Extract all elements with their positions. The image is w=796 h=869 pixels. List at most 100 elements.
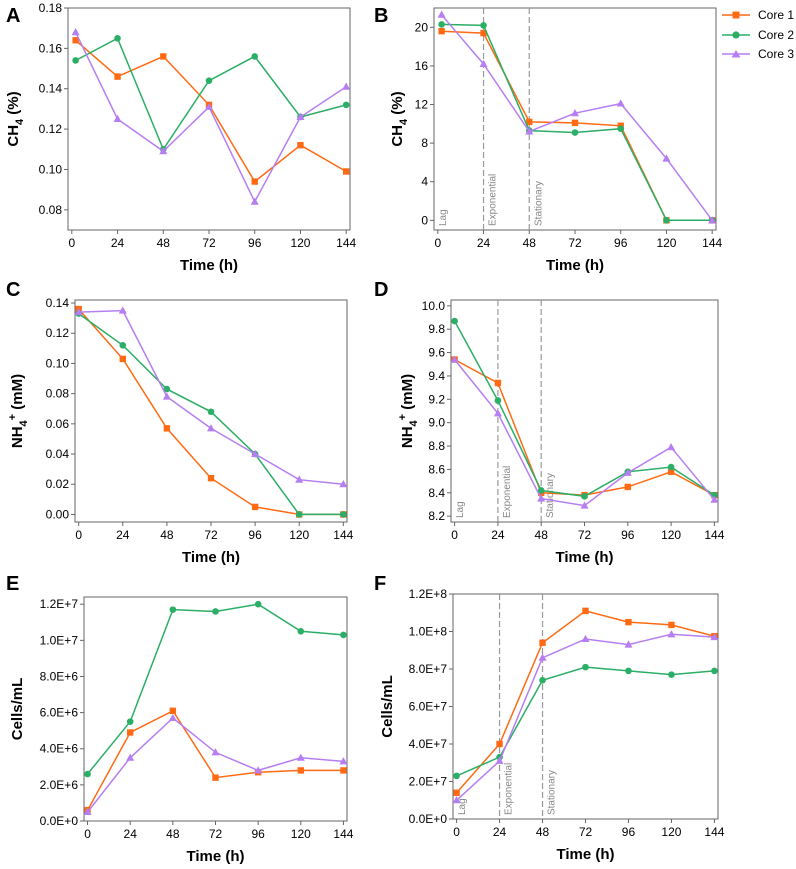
y-tick-label: 8.0E+7 [409, 662, 448, 676]
y-tick-label: 8.2 [428, 509, 445, 523]
data-point-core-1 [251, 178, 258, 185]
legend-core1-label: Core 1 [758, 8, 794, 22]
panel-letter: A [6, 5, 20, 27]
y-tick-label: 0.04 [46, 447, 70, 461]
data-point-core-3 [113, 114, 122, 122]
data-point-core-1 [582, 607, 589, 615]
x-tick-label: 144 [333, 528, 353, 542]
y-tick-label: 9.2 [428, 392, 445, 406]
x-tick-label: 72 [578, 528, 592, 542]
data-point-core-3 [667, 630, 676, 638]
x-tick-label: 48 [523, 236, 537, 250]
panel-f: F Lag Exponential Stationary 0 24 48 72 96 120 144… [374, 573, 725, 863]
data-point-core-2 [711, 667, 718, 675]
y-tick-label: 1.0E+7 [40, 633, 79, 647]
x-tick-label: 24 [111, 236, 125, 250]
data-point-core-3 [251, 449, 260, 458]
plot-frame [450, 299, 719, 523]
y-tick-label: 1.0E+8 [409, 625, 448, 639]
x-tick-label: 24 [124, 827, 138, 841]
y-tick-label: 0.14 [46, 296, 70, 310]
y-axis-title: Cells/mL [379, 675, 396, 738]
panel-d: D Lag Exponential Stationary 0 24 48 72 96 120 144… [374, 279, 725, 566]
data-point-core-2 [207, 408, 215, 416]
data-point-core-2 [494, 397, 502, 404]
y-tick-label: 2.0E+6 [40, 778, 79, 792]
data-point-core-3 [538, 653, 547, 661]
data-point-core-2 [451, 317, 458, 325]
y-tick-label: 0.10 [46, 356, 70, 370]
x-tick-label: 144 [702, 236, 722, 250]
series-line-core-3 [441, 14, 713, 221]
x-tick-label: 48 [157, 236, 171, 250]
y-tick-label: 0.00 [46, 507, 70, 521]
data-point-core-3 [495, 756, 504, 764]
y-tick-label: 9.6 [428, 346, 445, 360]
y-tick-label: 6.0E+7 [409, 700, 448, 714]
data-point-core-1 [342, 168, 350, 175]
y-axis-title: CH4 (%) [5, 91, 26, 146]
y-tick-label: 0.18 [39, 1, 63, 15]
y-tick-label: 0.12 [39, 122, 63, 136]
x-tick-label: 144 [336, 236, 356, 250]
data-point-core-2 [667, 463, 675, 471]
data-point-core-1 [453, 789, 460, 796]
data-point-core-1 [114, 73, 121, 80]
data-point-core-1 [160, 53, 167, 60]
data-point-core-2 [438, 21, 445, 28]
y-tick-label: 8.4 [428, 486, 445, 500]
series-line-core-2 [75, 37, 347, 151]
data-point-core-3 [662, 154, 671, 162]
data-point-core-1 [119, 355, 126, 363]
legend-core2-marker [732, 31, 740, 39]
y-axis-title: NH4+ (mM) [7, 374, 30, 448]
data-point-core-2 [119, 342, 127, 349]
data-point-core-3 [296, 112, 305, 120]
x-tick-label: 72 [568, 236, 582, 250]
data-point-core-2 [295, 511, 303, 518]
data-point-core-3 [581, 634, 590, 642]
x-axis-title: Time (h) [556, 846, 614, 863]
y-tick-label: 8.6 [428, 462, 445, 476]
plot-frame [83, 596, 348, 822]
data-point-core-2 [72, 57, 79, 64]
x-axis-title: Time (h) [546, 257, 604, 274]
y-tick-label: 20 [415, 20, 429, 34]
data-point-core-3 [118, 306, 127, 314]
y-tick-label: 4 [421, 175, 428, 189]
x-tick-label: 120 [289, 528, 309, 542]
phase-label: Stationary [545, 473, 556, 518]
x-tick-label: 0 [434, 236, 441, 250]
panel-letter: F [374, 573, 386, 595]
y-tick-label: 0.08 [46, 387, 70, 401]
data-point-core-2 [84, 770, 91, 778]
data-point-core-2 [251, 53, 259, 60]
panel-letter: D [374, 279, 388, 301]
x-tick-label: 120 [656, 236, 676, 250]
data-point-core-2 [163, 385, 171, 393]
data-point-core-2 [254, 600, 262, 608]
data-point-core-1 [207, 475, 215, 482]
x-tick-label: 144 [333, 827, 353, 841]
data-point-core-3 [450, 355, 459, 363]
y-tick-label: 0.02 [46, 477, 70, 491]
data-point-core-2 [212, 608, 219, 615]
data-point-core-3 [339, 480, 348, 488]
x-tick-label: 48 [160, 528, 174, 542]
x-axis-title: Time (h) [180, 257, 238, 274]
panel-c: C 0 24 48 72 96 120 144 0.00 0.02 0.04 0.06 0.08 0.10… [6, 279, 354, 566]
data-point-core-2 [617, 125, 625, 132]
data-point-core-2 [537, 487, 545, 494]
y-tick-label: 9.4 [428, 369, 445, 383]
data-point-core-2 [625, 667, 632, 675]
data-point-core-3 [205, 102, 213, 110]
data-point-core-2 [340, 511, 347, 518]
phase-label: Lag [438, 209, 449, 226]
x-axis-title: Time (h) [182, 549, 240, 566]
plot-frame [452, 593, 719, 820]
legend-core2-label: Core 2 [758, 28, 794, 42]
x-axis-title: Time (h) [186, 848, 244, 865]
data-point-core-1 [438, 27, 445, 35]
data-point-core-3 [580, 501, 589, 509]
